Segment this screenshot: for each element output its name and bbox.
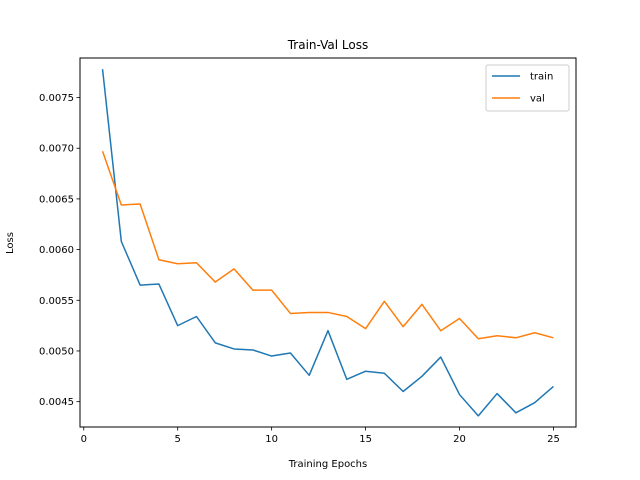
chart-title: Train-Val Loss [287,38,369,52]
series-line-train [101,69,554,417]
y-tick-label: 0.0070 [39,144,74,155]
legend-box [485,64,570,112]
y-axis: 0.0045 0.0050 0.0055 0.0060 0.0065 0.0070 0.00… [39,93,80,408]
series-line-val [101,151,554,340]
x-tick-label: 20 [453,434,466,445]
x-tick-label: 25 [547,434,560,445]
x-tick-label: 15 [359,434,372,445]
x-tick-label: 0 [81,434,87,445]
y-axis-label: Loss [5,232,16,254]
y-tick-label: 0.0075 [39,93,74,104]
plot-frame [79,57,577,428]
x-tick-label: 5 [175,434,181,445]
legend-label-val: val [530,94,545,105]
legend-label-train: train [530,72,553,83]
x-axis-label: Training Epochs [288,459,367,470]
series-layer [101,69,554,417]
y-tick-label: 0.0060 [39,245,74,256]
y-tick-label: 0.0065 [39,194,74,205]
y-tick-label: 0.0055 [39,296,74,307]
y-tick-label: 0.0045 [39,397,74,408]
x-tick-label: 10 [265,434,278,445]
x-axis: 0 5 10 15 20 25 [81,427,560,445]
y-tick-label: 0.0050 [39,346,74,357]
legend: train val [485,64,570,112]
